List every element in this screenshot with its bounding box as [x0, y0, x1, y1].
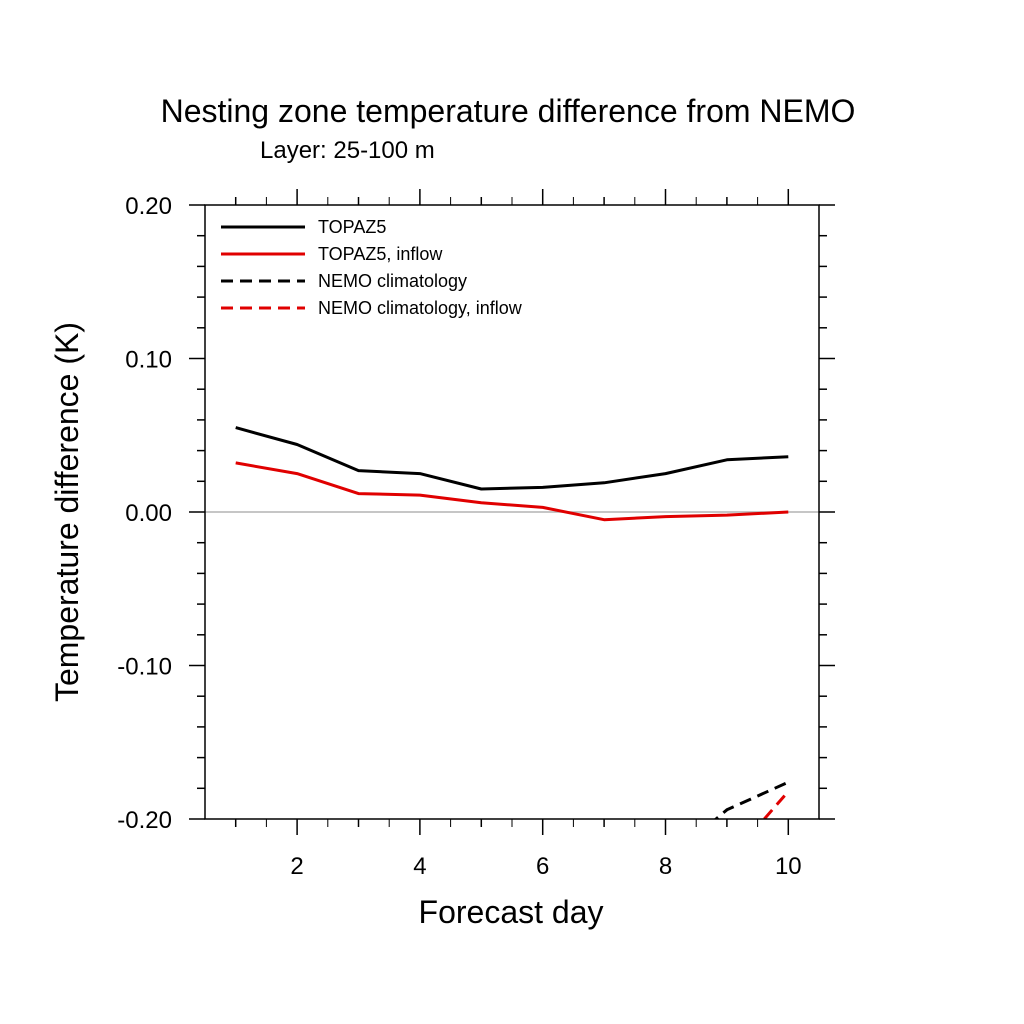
legend: TOPAZ5 TOPAZ5, inflow NEMO climatology NEMO… [221, 217, 523, 318]
series-line-3 [713, 780, 789, 819]
series-line-2 [235, 461, 789, 522]
series-line-1 [235, 426, 789, 491]
legend-label: TOPAZ5, inflow [318, 244, 443, 264]
legend-label: TOPAZ5 [318, 217, 386, 237]
y-tick-label: -0.10 [117, 654, 172, 681]
x-tick-label: 10 [775, 853, 802, 880]
x-axis-label: Forecast day [419, 894, 604, 930]
x-tick-label: 6 [536, 853, 549, 880]
x-tick-label: 4 [413, 853, 426, 880]
y-tick-label: 0.00 [125, 500, 172, 527]
series-layer [235, 426, 790, 819]
chart-subtitle: Layer: 25-100 m [260, 137, 435, 164]
series-line-4 [762, 790, 790, 819]
y-tick-label: 0.10 [125, 347, 172, 374]
x-tick-label: 8 [659, 853, 672, 880]
legend-label: NEMO climatology [318, 271, 467, 291]
y-tick-label: -0.20 [117, 807, 172, 834]
plot-frame [204, 204, 820, 820]
legend-label: NEMO climatology, inflow [318, 298, 523, 318]
y-tick-label: 0.20 [125, 193, 172, 220]
y-axis-label: Temperature difference (K) [49, 322, 85, 702]
x-tick-label: 2 [290, 853, 303, 880]
ticks-layer: 2 4 6 8 10 -0.20 -0.10 0.00 0.10 0.20 [117, 189, 835, 880]
chart-title: Nesting zone temperature difference from… [161, 93, 856, 129]
